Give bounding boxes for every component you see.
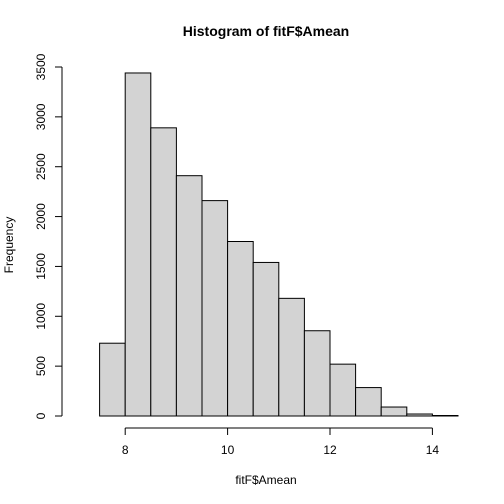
bars-group (99, 72, 459, 417)
y-tick-label: 500 (34, 356, 48, 376)
y-tick-label: 2500 (34, 153, 48, 180)
x-tick-label: 8 (122, 443, 129, 457)
histogram-bar (431, 415, 459, 417)
histogram-bar (406, 413, 433, 417)
y-axis-label: Frequency (2, 217, 16, 274)
y-tick-label: 1000 (34, 303, 48, 330)
x-tick-label: 12 (323, 443, 337, 457)
histogram-bar (380, 406, 408, 417)
histogram-bar (278, 297, 305, 417)
x-tick-label: 14 (426, 443, 440, 457)
histogram-bar (175, 175, 203, 417)
y-tick-label: 3500 (34, 53, 48, 80)
x-axis-label: fitF$Amean (235, 473, 296, 487)
histogram-bar (227, 241, 254, 417)
histogram-bar (124, 72, 152, 417)
chart-title: Histogram of fitF$Amean (183, 23, 349, 39)
x-axis: 8 10 12 14 (122, 427, 440, 457)
y-tick-label: 0 (34, 412, 48, 419)
histogram-bar (150, 127, 177, 417)
histogram-bar (355, 387, 382, 417)
histogram-bar (99, 342, 126, 417)
histogram-bar (329, 363, 357, 417)
y-tick-label: 3000 (34, 103, 48, 130)
histogram-bar (201, 200, 229, 417)
histogram-bar (252, 261, 280, 417)
y-axis: 0 500 1000 1500 2000 2500 3000 3500 (34, 53, 63, 419)
x-tick-label: 10 (221, 443, 235, 457)
y-tick-label: 2000 (34, 203, 48, 230)
histogram-bar (303, 330, 331, 417)
y-tick-label: 1500 (34, 253, 48, 280)
